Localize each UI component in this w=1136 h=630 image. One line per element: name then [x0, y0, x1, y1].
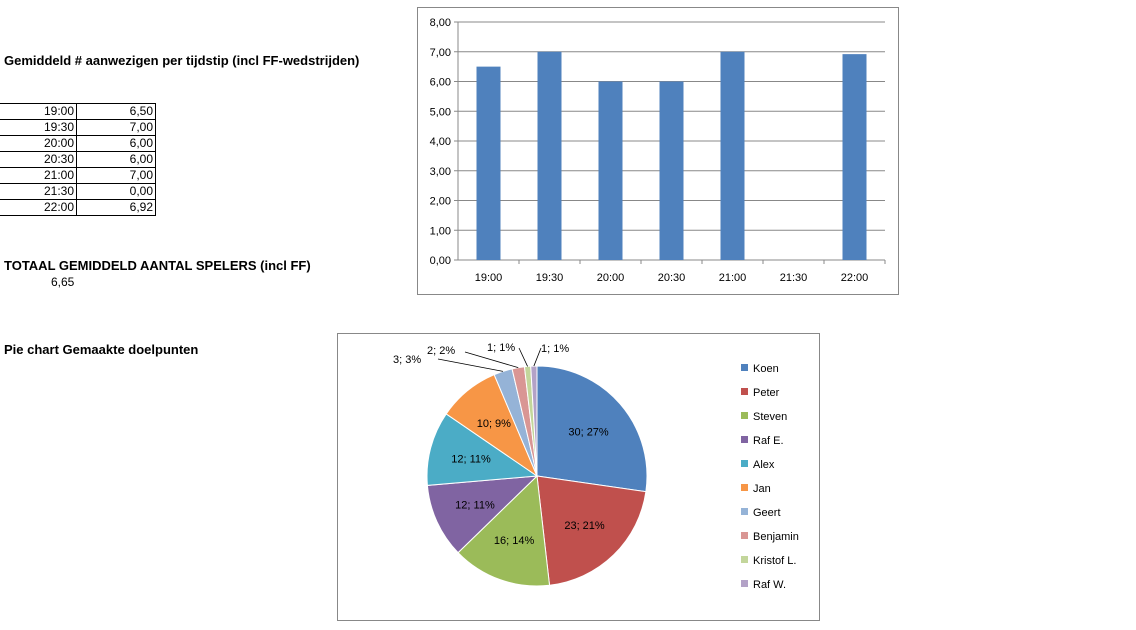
legend-label: Alex	[753, 459, 775, 471]
pie-slice	[530, 365, 538, 477]
slice-label: 23; 21%	[564, 520, 605, 532]
pie-slice	[426, 413, 539, 486]
value-cell: 6,92	[76, 199, 156, 216]
x-tick-label: 21:30	[780, 272, 808, 284]
leader-line	[437, 358, 504, 372]
legend-swatch	[741, 484, 748, 491]
value-cell: 6,00	[76, 135, 156, 152]
y-tick-label: 7,00	[430, 47, 451, 59]
time-cell: 21:30	[0, 183, 77, 200]
slice-label: 1; 1%	[541, 343, 569, 355]
leader-line	[533, 347, 542, 367]
total-value: 6,65	[51, 275, 75, 289]
pie-slice	[426, 475, 539, 554]
table-row: 22:00 6,92	[0, 199, 156, 216]
value-cell: 7,00	[76, 167, 156, 184]
y-tick-label: 1,00	[430, 225, 451, 237]
legend-swatch	[741, 412, 748, 419]
table-row: 21:30 0,00	[0, 183, 156, 200]
legend-label: Peter	[753, 387, 780, 399]
slice-label: 30; 27%	[568, 426, 609, 438]
time-cell: 19:00	[0, 103, 77, 120]
legend-label: Koen	[753, 363, 779, 375]
x-tick-label: 21:00	[719, 272, 747, 284]
bar	[476, 66, 501, 260]
slice-label: 16; 14%	[494, 535, 535, 547]
legend-swatch	[741, 436, 748, 443]
time-cell: 20:00	[0, 135, 77, 152]
table-row: 21:00 7,00	[0, 167, 156, 184]
table-row: 20:30 6,00	[0, 151, 156, 168]
pie-slice	[536, 475, 647, 586]
legend-swatch	[741, 580, 748, 587]
time-cell: 19:30	[0, 119, 77, 136]
value-cell: 0,00	[76, 183, 156, 200]
value-cell: 6,50	[76, 103, 156, 120]
bar-chart-container: 0,00 1,00 2,00 3,00 4,00 5,00 6,00 7,00 8,00 19:0…	[417, 7, 899, 295]
slice-label: 10; 9%	[477, 418, 511, 430]
y-tick-label: 3,00	[430, 166, 451, 178]
x-tick-label: 19:30	[536, 272, 564, 284]
legend-label: Steven	[753, 411, 787, 423]
y-tick-label: 0,00	[430, 255, 451, 267]
time-cell: 21:00	[0, 167, 77, 184]
slice-label: 3; 3%	[393, 354, 421, 366]
legend-label: Jan	[753, 483, 771, 495]
table-row: 20:00 6,00	[0, 135, 156, 152]
attendance-heading: Gemiddeld # aanwezigen per tijdstip (inc…	[4, 53, 360, 68]
bar	[659, 81, 684, 260]
bar	[598, 81, 623, 260]
pie-slice	[457, 474, 551, 587]
y-tick-label: 8,00	[430, 17, 451, 29]
bar	[537, 51, 562, 260]
value-cell: 6,00	[76, 151, 156, 168]
table-row: 19:30 7,00	[0, 119, 156, 136]
x-tick-label: 19:00	[475, 272, 503, 284]
bar-chart: 0,00 1,00 2,00 3,00 4,00 5,00 6,00 7,00 8,00 19:0…	[430, 17, 886, 284]
legend-label: Kristof L.	[753, 555, 796, 567]
y-tick-label: 2,00	[430, 196, 451, 208]
pie-heading: Pie chart Gemaakte doelpunten	[4, 342, 199, 357]
bar	[842, 54, 867, 260]
leader-line	[464, 351, 519, 368]
y-tick-label: 6,00	[430, 77, 451, 89]
x-tick-label: 22:00	[841, 272, 869, 284]
legend-label: Benjamin	[753, 531, 799, 543]
legend-label: Raf W.	[753, 579, 786, 591]
pie-slice	[536, 365, 648, 493]
legend-swatch	[741, 388, 748, 395]
x-tick-label: 20:00	[597, 272, 625, 284]
leader-line	[518, 347, 528, 367]
time-cell: 22:00	[0, 199, 77, 216]
time-cell: 20:30	[0, 151, 77, 168]
x-tick-label: 20:30	[658, 272, 686, 284]
y-tick-label: 4,00	[430, 136, 451, 148]
value-cell: 7,00	[76, 119, 156, 136]
bar	[720, 51, 745, 260]
legend-swatch	[741, 508, 748, 515]
legend-swatch	[741, 460, 748, 467]
slice-label: 1; 1%	[487, 342, 515, 354]
pie-chart-container: 30; 27% 23; 21% 16; 14% 12; 11% 12; 11% 10; 9…	[337, 333, 820, 621]
slice-label: 12; 11%	[451, 454, 491, 466]
legend-label: Geert	[753, 507, 781, 519]
table-row: 19:00 6,50	[0, 103, 156, 120]
pie-chart: 30; 27% 23; 21% 16; 14% 12; 11% 12; 11% 10; 9…	[393, 342, 799, 591]
slice-label: 12; 11%	[455, 499, 495, 511]
legend-swatch	[741, 364, 748, 371]
legend-label: Raf E.	[753, 435, 784, 447]
slice-label: 2; 2%	[427, 345, 455, 357]
legend-swatch	[741, 532, 748, 539]
attendance-table: 19:00 6,50 19:30 7,00 20:00 6,00 20:30 6,00 21:0…	[0, 103, 156, 216]
legend-swatch	[741, 556, 748, 563]
total-label: TOTAAL GEMIDDELD AANTAL SPELERS (incl FF…	[4, 258, 311, 273]
y-tick-label: 5,00	[430, 106, 451, 118]
